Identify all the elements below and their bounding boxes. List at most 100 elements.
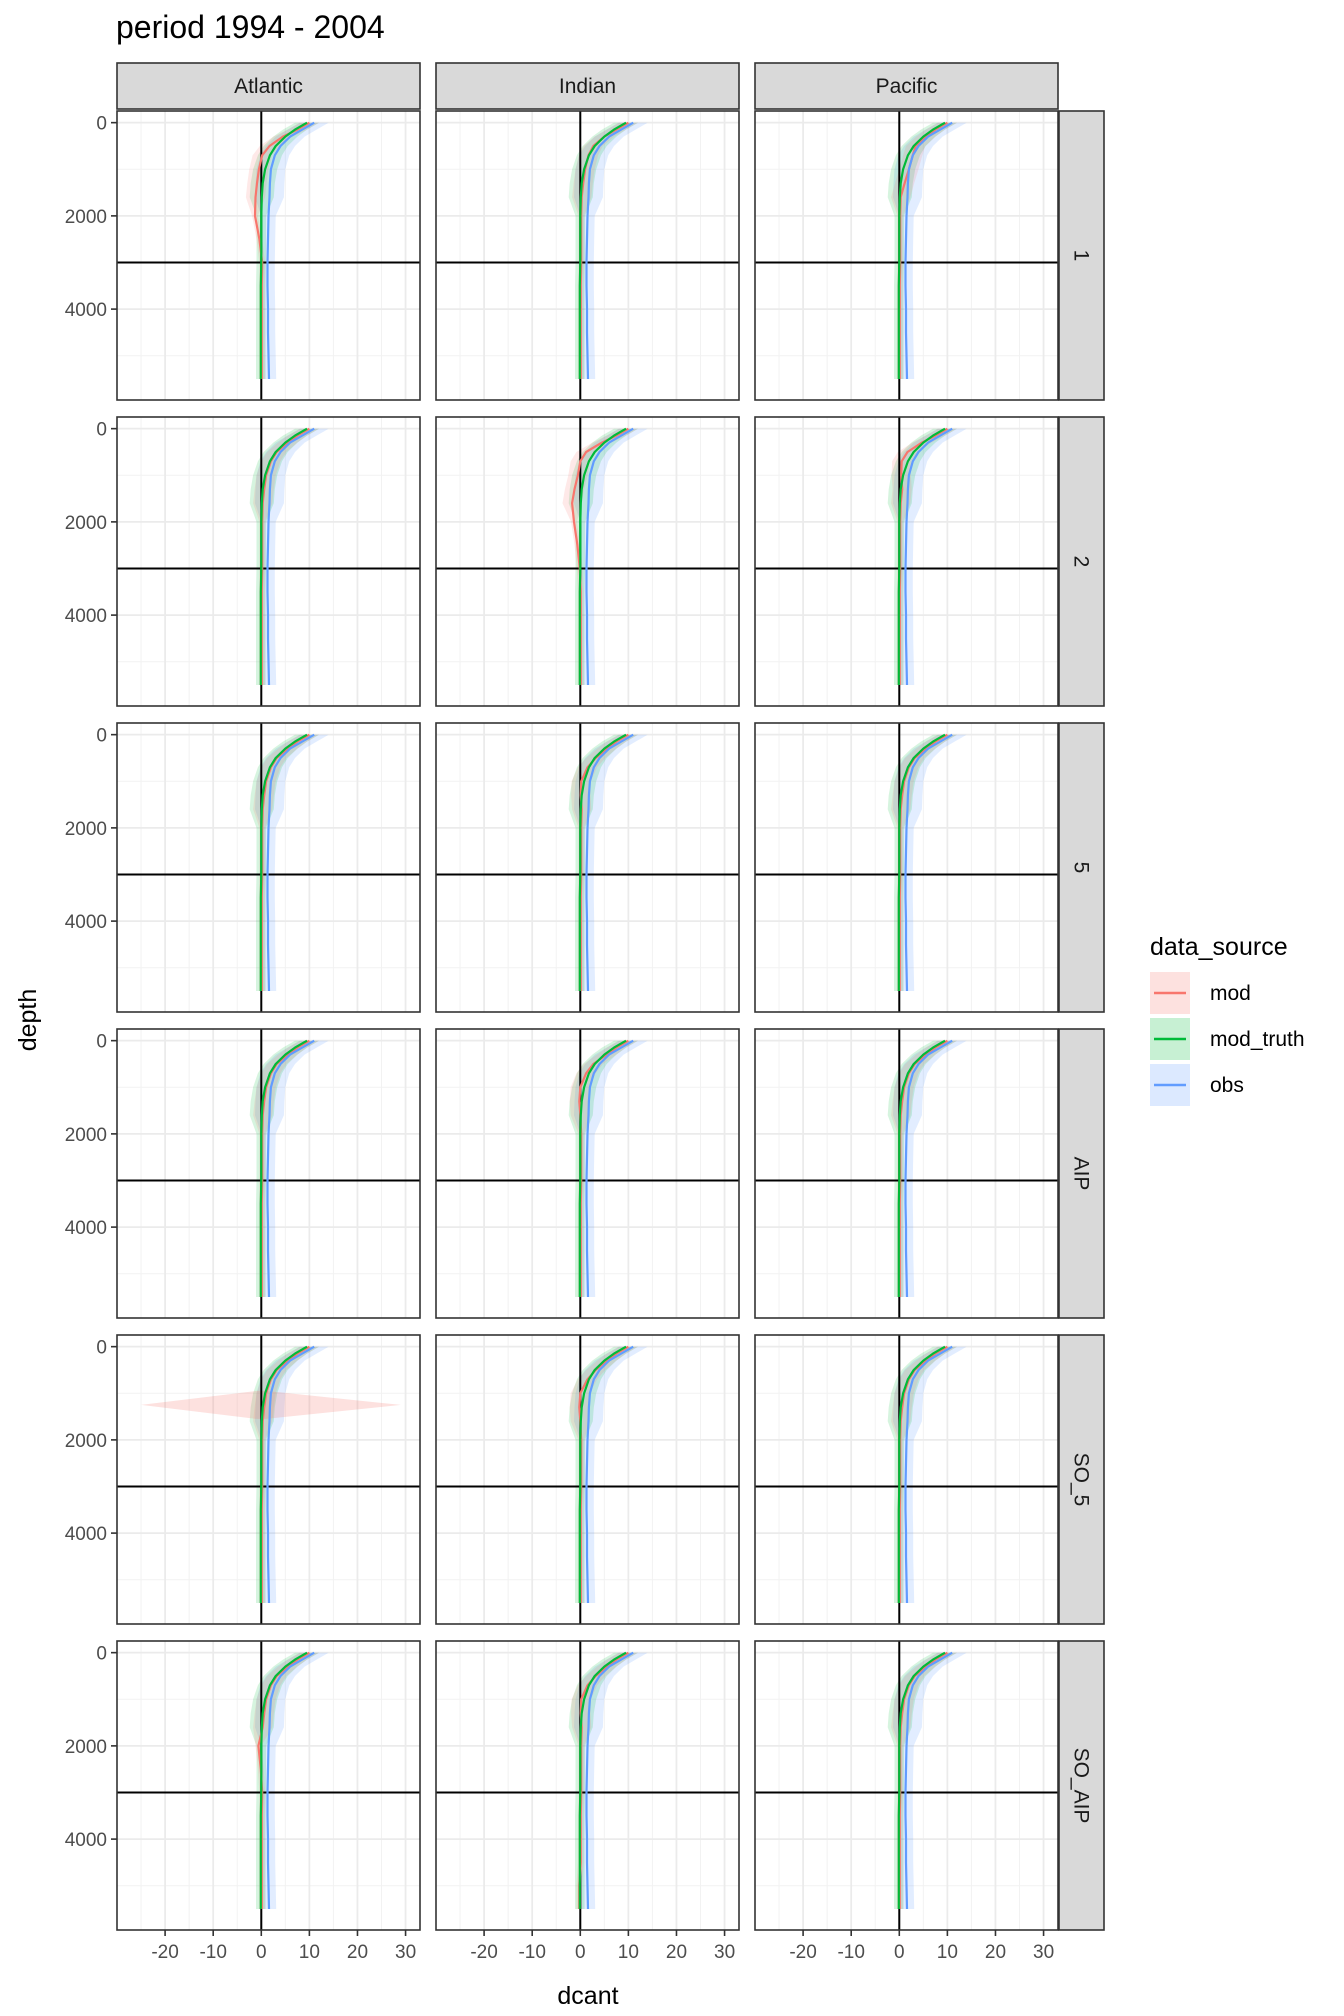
row-strip-label: 5	[1070, 862, 1093, 874]
panel-border	[116, 416, 421, 707]
panel-1-Atlantic	[116, 110, 421, 401]
band-obs	[574, 1652, 648, 1909]
y-tick-label: 2000	[65, 1431, 107, 1452]
series-line-mod_truth	[578, 733, 627, 991]
column-strip-label: Atlantic	[234, 75, 303, 98]
y-tick-label: 4000	[65, 912, 107, 933]
panel-5-Pacific	[754, 722, 1059, 1013]
series-line-obs	[904, 427, 953, 686]
panel-border	[435, 416, 740, 707]
band-obs	[893, 1652, 967, 1909]
series-line-mod_truth	[259, 427, 308, 685]
panel-border	[116, 110, 421, 401]
y-tick-label: 0	[96, 1338, 107, 1359]
x-tick-label: -10	[837, 1942, 864, 1963]
band-obs	[893, 1040, 967, 1297]
series-line-mod_truth	[259, 121, 308, 379]
legend-label-mod_truth: mod_truth	[1210, 1028, 1305, 1051]
x-tick-label: -20	[789, 1942, 816, 1963]
x-axis-label: dcant	[557, 1982, 618, 2010]
series-line-obs	[904, 733, 953, 992]
row-strip	[1058, 1028, 1105, 1319]
row-strip	[1058, 416, 1105, 707]
band-mod_truth	[887, 1346, 957, 1603]
x-tick-label: -10	[518, 1942, 545, 1963]
panel-1-Pacific	[754, 110, 1059, 401]
band-mod_truth	[249, 734, 319, 991]
column-strip-label: Indian	[559, 75, 616, 98]
band-mod_truth	[568, 1652, 638, 1909]
band-obs	[893, 428, 967, 685]
panel-5-Atlantic	[116, 722, 421, 1013]
panel-border	[435, 1334, 740, 1625]
series-line-mod_truth	[578, 121, 627, 379]
series-line-obs	[904, 1039, 953, 1298]
band-mod_truth	[887, 122, 957, 379]
series-line-mod_truth	[897, 1345, 946, 1603]
panel-border	[116, 1028, 421, 1319]
x-tick-label: 10	[937, 1942, 958, 1963]
panel-2-Pacific	[754, 416, 1059, 707]
series-line-obs	[904, 121, 953, 380]
band-mod_truth	[568, 1040, 638, 1297]
series-line-mod_truth	[578, 1651, 627, 1909]
series-line-obs	[904, 1345, 953, 1604]
series-line-mod_truth	[897, 427, 946, 685]
panel-SO_AIP-Indian	[435, 1640, 740, 1931]
panel-border	[435, 722, 740, 1013]
band-obs	[893, 1346, 967, 1603]
panel-border	[754, 416, 1059, 707]
band-obs	[255, 122, 329, 379]
band-obs	[255, 734, 329, 991]
series-line-mod_truth	[578, 1345, 627, 1603]
band-mod	[245, 122, 319, 379]
panel-border	[754, 1028, 1059, 1319]
row-strip	[1058, 1640, 1105, 1931]
facet-strips: Atlantic Indian Pacific 1 2 5 AIP SO_5 SO_AIP	[116, 62, 1105, 1931]
series-line-obs	[585, 733, 634, 992]
series-line-mod_truth	[578, 427, 627, 685]
series-line-mod_truth	[897, 1039, 946, 1297]
series-line-obs	[266, 427, 315, 686]
x-tick-label: 20	[985, 1942, 1006, 1963]
series-line-obs	[904, 1651, 953, 1910]
series-line-obs	[266, 1651, 315, 1910]
series-line-obs	[266, 1345, 315, 1604]
band-obs	[893, 734, 967, 991]
series-line-mod_truth	[259, 733, 308, 991]
band-obs	[574, 734, 648, 991]
x-tick-label: 0	[256, 1942, 267, 1963]
panel-border	[116, 722, 421, 1013]
legend-title: data_source	[1150, 933, 1288, 961]
x-tick-label: -20	[470, 1942, 497, 1963]
facet-panels	[116, 110, 1059, 1931]
row-strip-label: SO_AIP	[1070, 1748, 1093, 1824]
column-strip	[116, 62, 421, 110]
band-mod_truth	[249, 1652, 319, 1909]
panel-SO_AIP-Atlantic	[116, 1640, 421, 1931]
series-line-mod_truth	[259, 1651, 308, 1909]
panel-SO_5-Atlantic	[116, 1334, 421, 1625]
row-strip	[1058, 1334, 1105, 1625]
row-strip-label: 1	[1070, 250, 1093, 262]
band-mod_truth	[568, 1346, 638, 1603]
panel-border	[435, 1028, 740, 1319]
band-mod_truth	[249, 428, 319, 685]
series-line-obs	[585, 121, 634, 380]
x-tick-label: 30	[714, 1942, 735, 1963]
band-mod	[569, 1346, 638, 1603]
y-tick-label: 0	[96, 726, 107, 747]
band-mod	[569, 1040, 638, 1297]
y-axis-label: depth	[14, 989, 42, 1052]
panel-border	[435, 1640, 740, 1931]
row-strip-label: 2	[1070, 556, 1093, 568]
legend-label-mod: mod	[1210, 982, 1251, 1005]
series-line-obs	[585, 1039, 634, 1298]
band-mod_truth	[887, 734, 957, 991]
panel-border	[116, 1640, 421, 1931]
series-line-obs	[266, 121, 315, 380]
band-obs	[255, 428, 329, 685]
series-line-obs	[585, 1345, 634, 1604]
